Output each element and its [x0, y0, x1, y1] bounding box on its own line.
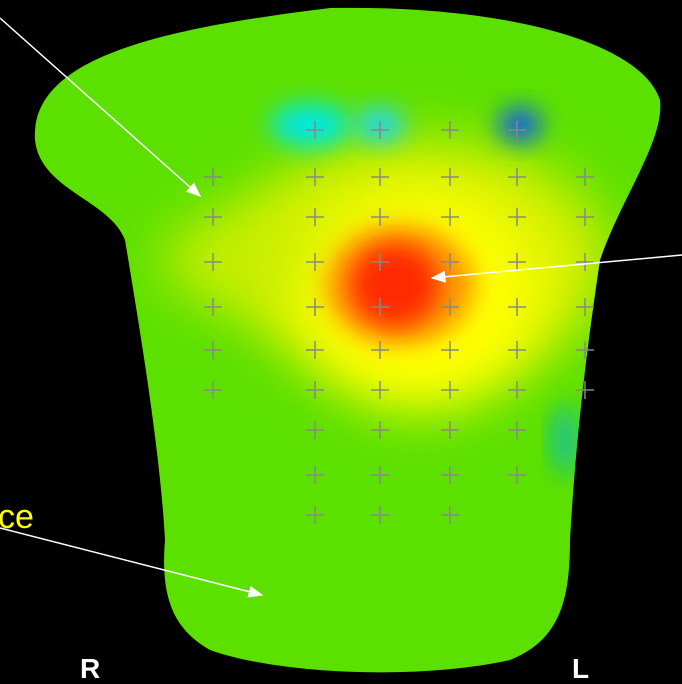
electrode-marker — [306, 168, 324, 186]
arrow — [430, 254, 682, 283]
electrode-marker — [508, 341, 526, 359]
electrode-marker — [371, 466, 389, 484]
electrode-marker — [306, 381, 324, 399]
electrode-marker — [508, 253, 526, 271]
electrode-marker — [441, 506, 459, 524]
electrode-marker — [306, 208, 324, 226]
electrode-marker — [371, 298, 389, 316]
electrode-marker — [576, 381, 594, 399]
electrode-marker — [441, 466, 459, 484]
electrode-marker — [441, 208, 459, 226]
electrode-marker — [576, 168, 594, 186]
electrode-marker — [371, 253, 389, 271]
annotation-text: ce — [0, 498, 34, 536]
electrode-marker — [508, 168, 526, 186]
electrode-marker — [204, 168, 222, 186]
side-label: R — [80, 653, 100, 684]
electrode-marker — [508, 421, 526, 439]
arrow — [0, 17, 202, 197]
electrode-marker — [371, 341, 389, 359]
electrode-marker — [441, 381, 459, 399]
electrode-marker — [441, 298, 459, 316]
electrode-marker — [306, 506, 324, 524]
side-label: L — [572, 653, 589, 684]
electrode-marker — [306, 253, 324, 271]
electrode-marker — [508, 466, 526, 484]
electrode-marker — [204, 208, 222, 226]
electrode-marker — [576, 341, 594, 359]
electrode-grid — [204, 121, 594, 524]
electrode-marker — [508, 381, 526, 399]
electrode-marker — [306, 298, 324, 316]
electrode-marker — [576, 253, 594, 271]
arrow — [0, 527, 264, 598]
electrode-marker — [371, 506, 389, 524]
electrode-marker — [508, 298, 526, 316]
electrode-marker — [576, 208, 594, 226]
electrode-marker — [204, 298, 222, 316]
electrode-marker — [508, 208, 526, 226]
electrode-marker — [508, 121, 526, 139]
electrode-marker — [306, 466, 324, 484]
electrode-marker — [441, 253, 459, 271]
electrode-marker — [576, 298, 594, 316]
electrode-marker — [371, 208, 389, 226]
electrode-marker — [306, 121, 324, 139]
electrode-marker — [441, 421, 459, 439]
electrode-marker — [306, 421, 324, 439]
electrode-marker — [371, 421, 389, 439]
electrode-marker — [306, 341, 324, 359]
electrode-marker — [204, 341, 222, 359]
electrode-marker — [204, 253, 222, 271]
electrode-marker — [371, 381, 389, 399]
electrode-marker — [441, 121, 459, 139]
electrode-marker — [371, 168, 389, 186]
electrode-marker — [204, 381, 222, 399]
electrode-marker — [441, 168, 459, 186]
electrode-marker — [371, 121, 389, 139]
electrode-marker — [441, 341, 459, 359]
